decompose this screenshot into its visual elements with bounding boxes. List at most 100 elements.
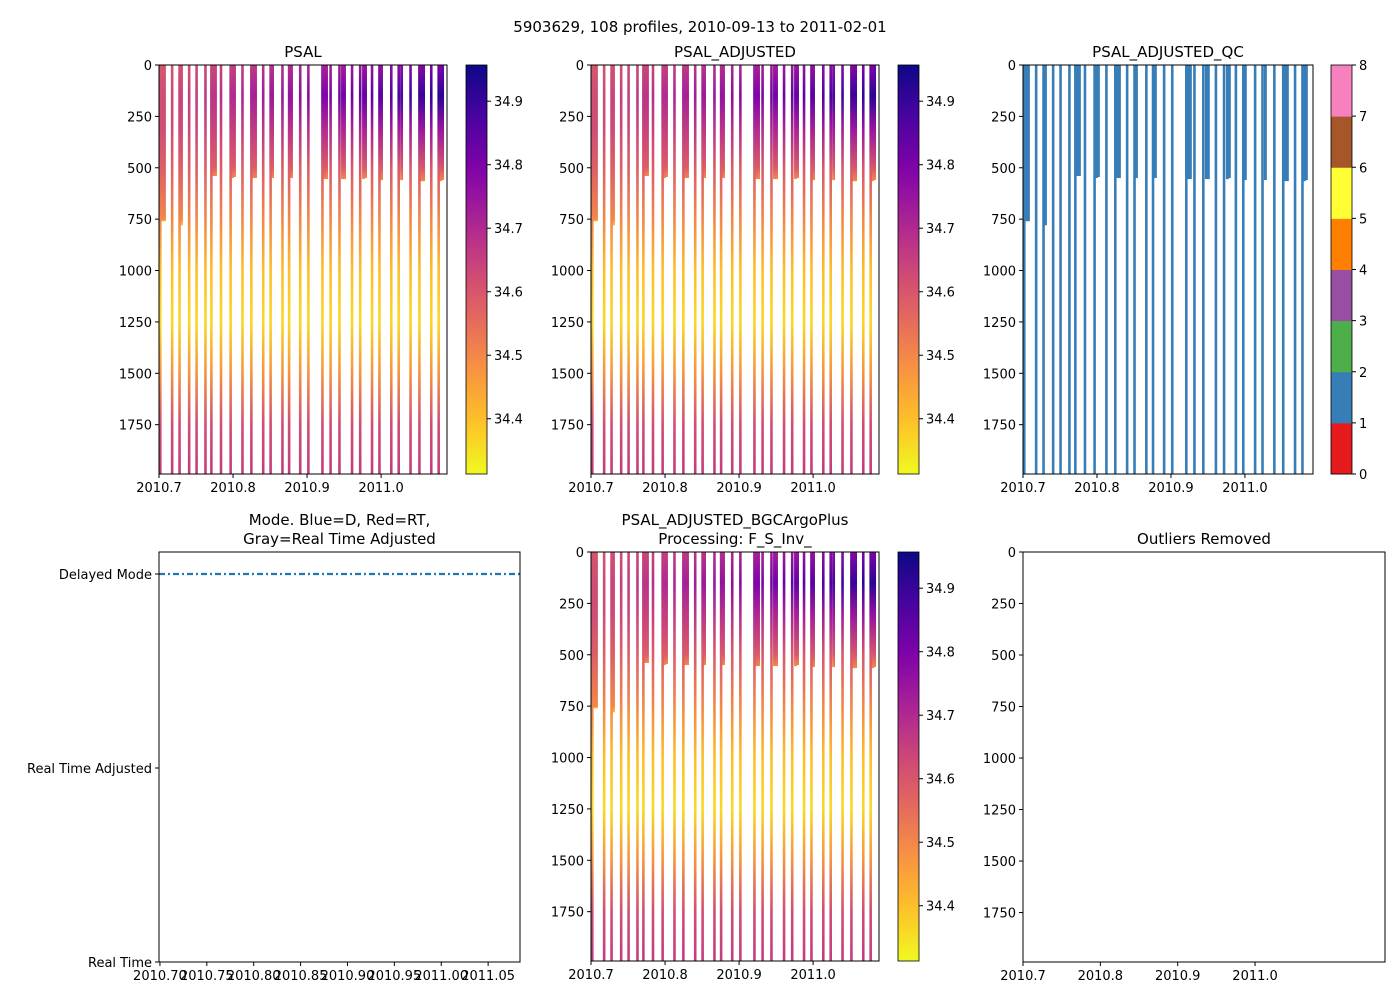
- x-tick-label: 2010.8: [642, 968, 688, 983]
- y-tick-label: Delayed Mode: [59, 568, 152, 583]
- shallow-profile: [794, 65, 797, 180]
- shallow-profile: [1044, 65, 1047, 226]
- deep-profile: [170, 65, 174, 474]
- y-tick-label: 250: [991, 110, 1016, 125]
- shallow-profile: [325, 65, 328, 180]
- x-tick-label: 2010.8: [1078, 969, 1124, 984]
- x-tick-label: 2010.9: [716, 968, 762, 983]
- colorbar-fill: [898, 552, 919, 961]
- shallow-profile: [1077, 65, 1081, 176]
- deep-profile: [1185, 65, 1188, 474]
- shallow-profile: [1115, 65, 1119, 179]
- shallow-profile: [380, 65, 383, 181]
- deep-profile: [1133, 65, 1136, 474]
- y-tick-label: 750: [127, 213, 152, 228]
- deep-profile: [829, 65, 832, 474]
- deep-profile: [1105, 65, 1108, 474]
- colorbar-tick-label: 34.7: [494, 222, 523, 237]
- plot-area: [159, 65, 445, 474]
- shallow-profile: [663, 552, 666, 666]
- deep-profile: [370, 65, 374, 474]
- shallow-profile: [873, 552, 877, 668]
- shallow-profile: [832, 552, 836, 668]
- y-tick-label: 500: [127, 162, 152, 177]
- deep-profile: [397, 65, 400, 474]
- deep-profile: [821, 552, 825, 961]
- colorbar-frame: [897, 551, 920, 962]
- axes-frame: [590, 551, 880, 962]
- deep-profile: [753, 552, 756, 961]
- deep-profile: [229, 65, 232, 474]
- deep-profile: [739, 65, 742, 474]
- colorbar-tick-label: 34.6: [926, 773, 955, 788]
- deep-profile: [1193, 65, 1196, 474]
- shallow-profile: [1283, 65, 1287, 182]
- colorbar-fill: [898, 65, 919, 474]
- shallow-profile: [663, 65, 666, 179]
- shallow-profile: [1186, 65, 1190, 180]
- x-tick-label: 2010.8: [210, 481, 256, 496]
- shallow-profile: [162, 65, 166, 222]
- shallow-profile: [212, 65, 215, 176]
- deep-profile: [1023, 65, 1026, 474]
- shallow-profile: [160, 65, 164, 222]
- deep-profile: [761, 552, 764, 961]
- colorbar-tick-label: 0: [1359, 468, 1367, 483]
- deep-profile: [861, 65, 865, 474]
- shallow-profile: [873, 65, 877, 181]
- y-tick-label: 1250: [983, 316, 1016, 331]
- deep-profile: [1083, 65, 1087, 474]
- x-tick-label: 2011.0: [358, 481, 404, 496]
- colorbar-tick-label: 3: [1359, 315, 1367, 330]
- shallow-profile: [612, 65, 615, 226]
- panel-psal: 34.4 34.5 34.6 34.7 34.8 34.9 0 250 500 750 1000 12…: [119, 43, 523, 496]
- colorbar-tick-label: 34.8: [494, 159, 523, 174]
- shallow-profile: [1304, 65, 1308, 181]
- y-tick-label: 1500: [983, 855, 1016, 870]
- colorbar-tick-label: 34.8: [926, 159, 955, 174]
- y-tick-label: 750: [559, 700, 584, 715]
- shallow-profile: [612, 552, 615, 713]
- colorbar-segment: [1331, 269, 1352, 322]
- shallow-profile: [812, 65, 815, 181]
- deep-profile: [281, 65, 284, 474]
- shallow-profile: [271, 65, 274, 179]
- deep-profile: [378, 65, 381, 474]
- colorbar-tick-label: 6: [1359, 161, 1367, 176]
- x-tick-label: 2010.7: [568, 481, 614, 496]
- deep-profile: [869, 552, 872, 961]
- deep-profile: [1093, 65, 1096, 474]
- y-tick-label: 0: [1008, 546, 1016, 561]
- deep-profile: [861, 552, 865, 961]
- y-tick-label: 500: [991, 649, 1016, 664]
- panel-title: PSAL_ADJUSTED_QC: [1092, 43, 1244, 62]
- shallow-profile: [646, 65, 649, 176]
- x-tick-label: 2010.8: [1074, 481, 1120, 496]
- x-tick-label: 2011.0: [1222, 481, 1268, 496]
- y-tick-label: 1500: [551, 367, 584, 382]
- shallow-profile: [1026, 65, 1030, 222]
- shallow-profile: [362, 65, 365, 180]
- deep-profile: [841, 552, 844, 961]
- x-tick-label: 2010.9: [284, 481, 330, 496]
- deep-profile: [642, 552, 645, 961]
- deep-profile: [1301, 65, 1304, 474]
- deep-profile: [770, 65, 773, 474]
- deep-profile: [661, 65, 664, 474]
- deep-profile: [591, 65, 594, 474]
- x-tick-label: 2010.9: [1155, 969, 1201, 984]
- deep-profile: [219, 65, 223, 474]
- x-tick-label: 2010.7: [1000, 481, 1046, 496]
- deep-profile: [850, 65, 853, 474]
- panel-qc: 0 1 2 3 4 5 6 7 8 0 250 500 750 1000 1250 1500 1750 2010.…: [983, 43, 1367, 496]
- panel-title: PSAL_ADJUSTED: [674, 43, 796, 62]
- shallow-profile: [775, 552, 778, 667]
- deep-profile: [1074, 65, 1077, 474]
- shallow-profile: [1302, 65, 1306, 182]
- y-tick-label: Real Time Adjusted: [27, 762, 152, 777]
- deep-profile: [307, 65, 310, 474]
- y-tick-label: 1750: [551, 906, 584, 921]
- deep-profile: [739, 552, 742, 961]
- x-tick-label: 2010.8: [642, 481, 688, 496]
- shallow-profile: [703, 65, 706, 179]
